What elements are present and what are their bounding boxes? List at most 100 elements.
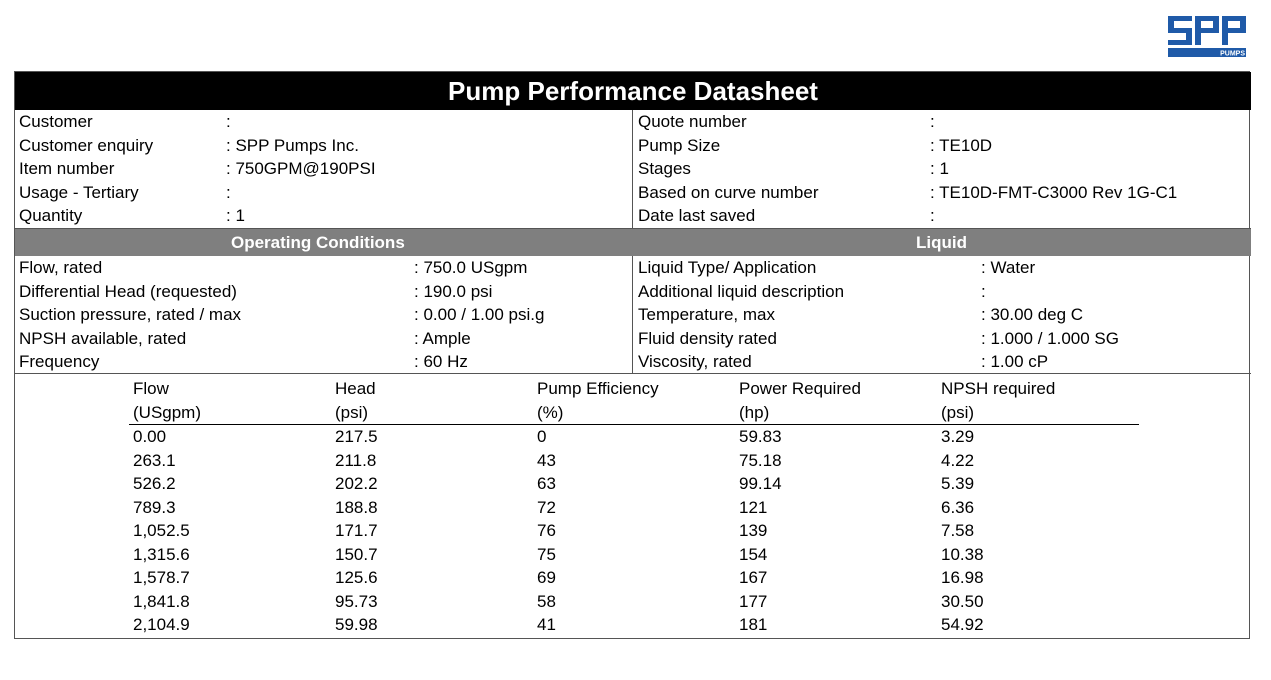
table-cell: 202.2 — [335, 474, 378, 494]
condition-value: : 750.0 USgpm — [414, 258, 528, 277]
info-row-customer: Customer : — [15, 110, 633, 133]
condition-value: : 60 Hz — [414, 352, 468, 371]
condition-label: Flow, rated — [19, 258, 103, 277]
liquid-value: : 1.00 cP — [981, 352, 1049, 371]
condition-row-suction-pressure: Suction pressure, rated / max : 0.00 / 1… — [15, 303, 633, 326]
table-row: 789.3 188.8 72 121 6.36 — [129, 496, 1139, 520]
info-label: Usage - Tertiary — [19, 182, 139, 202]
condition-label: Differential Head (requested) — [19, 281, 237, 301]
info-value: : — [930, 206, 935, 225]
column-unit: (psi) — [331, 400, 533, 425]
info-label: Pump Size — [638, 135, 721, 155]
info-value: : TE10D — [930, 135, 993, 155]
condition-value: : Ample — [414, 328, 471, 348]
info-label: Stages — [638, 159, 691, 178]
table-cell: 58 — [537, 591, 556, 611]
table-cell: 526.2 — [133, 474, 176, 494]
table-cell: 1,052.5 — [133, 521, 190, 541]
liquid-label: Viscosity, rated — [638, 352, 752, 371]
table-cell: 211.8 — [335, 450, 377, 470]
table-row: 2,104.9 59.98 41 181 54.92 — [129, 613, 1139, 637]
table-row: 526.2 202.2 63 99.14 5.39 — [129, 472, 1139, 496]
info-row-customer-enquiry: Customer enquiry : SPP Pumps Inc. — [15, 134, 633, 157]
liquid-value: : Water — [981, 258, 1036, 277]
condition-row-head: Differential Head (requested) : 190.0 ps… — [15, 280, 633, 303]
column-header-efficiency: Pump Efficiency — [537, 379, 659, 399]
table-row: 1,578.7 125.6 69 167 16.98 — [129, 566, 1139, 590]
table-cell: 63 — [537, 474, 556, 494]
info-value: : — [226, 182, 231, 202]
table-cell: 2,104.9 — [133, 615, 190, 635]
condition-value: : 190.0 psi — [414, 281, 493, 301]
table-cell: 54.92 — [941, 615, 984, 635]
table-cell: 1,578.7 — [133, 568, 190, 588]
table-cell: 188.8 — [335, 497, 378, 517]
column-unit: (%) — [533, 400, 735, 425]
table-cell: 154 — [739, 544, 768, 564]
datasheet: Pump Performance Datasheet Customer : Cu… — [14, 71, 1251, 639]
condition-row-npsh-available: NPSH available, rated : Ample — [15, 327, 633, 350]
info-value: : 1 — [226, 206, 245, 225]
table-cell: 43 — [537, 450, 556, 470]
table-cell: 6.36 — [941, 497, 975, 517]
info-row-quantity: Quantity : 1 — [15, 204, 633, 227]
info-value: : 1 — [930, 159, 949, 178]
info-row-item-number: Item number : 750GPM@190PSI — [15, 157, 633, 180]
section-header-operating-conditions: Operating Conditions — [231, 233, 405, 252]
performance-table: Flow Head Pump Efficiency Power Required… — [129, 377, 1139, 637]
info-label: Customer — [19, 112, 93, 131]
column-unit: (psi) — [937, 400, 1139, 425]
operating-conditions-panel: Flow, rated : 750.0 USgpm Differential H… — [15, 256, 633, 373]
column-unit: (hp) — [735, 400, 937, 425]
section-header-liquid: Liquid — [916, 233, 967, 252]
table-row: 0.00 217.5 0 59.83 3.29 — [129, 425, 1139, 449]
table-cell: 4.22 — [941, 450, 975, 470]
table-cell: 139 — [739, 521, 768, 541]
table-cell: 72 — [537, 497, 556, 517]
info-label: Item number — [19, 159, 115, 178]
table-cell: 150.7 — [335, 544, 378, 564]
section-header-bar: Operating Conditions Liquid — [15, 229, 1251, 256]
info-row-pump-size: Pump Size : TE10D — [634, 134, 1251, 157]
liquid-value: : 30.00 deg C — [981, 305, 1084, 324]
liquid-label: Fluid density rated — [638, 328, 777, 348]
table-row: 1,052.5 171.7 76 139 7.58 — [129, 519, 1139, 543]
table-cell: 217.5 — [335, 427, 378, 447]
table-cell: 0.00 — [133, 427, 167, 447]
info-row-curve-number: Based on curve number : TE10D-FMT-C3000 … — [634, 181, 1251, 204]
divider — [15, 228, 1251, 229]
table-cell: 99.14 — [739, 474, 782, 494]
column-header-power: Power Required — [739, 379, 861, 399]
liquid-value: : — [981, 281, 986, 301]
info-label: Quote number — [638, 112, 747, 131]
liquid-row-viscosity: Viscosity, rated : 1.00 cP — [634, 350, 1251, 373]
datasheet-title: Pump Performance Datasheet — [15, 72, 1251, 110]
table-cell: 121 — [739, 497, 768, 517]
liquid-row-temperature: Temperature, max : 30.00 deg C — [634, 303, 1251, 326]
info-label: Date last saved — [638, 206, 756, 225]
info-row-date-last-saved: Date last saved : — [634, 204, 1251, 227]
table-cell: 59.83 — [739, 427, 782, 447]
performance-table-body: 0.00 217.5 0 59.83 3.29 263.1 211.8 43 75.18 4.22… — [129, 425, 1139, 637]
info-row-usage: Usage - Tertiary : — [15, 181, 633, 204]
table-cell: 789.3 — [133, 497, 176, 517]
info-right-panel: Quote number : Pump Size : TE10D Stages … — [634, 110, 1251, 228]
condition-row-flow: Flow, rated : 750.0 USgpm — [15, 256, 633, 279]
table-cell: 263.1 — [133, 450, 176, 470]
liquid-value: : 1.000 / 1.000 SG — [981, 328, 1119, 348]
table-row: 263.1 211.8 43 75.18 4.22 — [129, 449, 1139, 473]
table-cell: 76 — [537, 521, 556, 541]
liquid-row-type: Liquid Type/ Application : Water — [634, 256, 1251, 279]
table-units-row: (USgpm) (psi) (%) (hp) (psi) — [129, 400, 1139, 425]
table-cell: 167 — [739, 568, 768, 588]
divider — [15, 373, 1251, 374]
spp-pumps-logo: PUMPS — [1168, 16, 1246, 58]
table-cell: 75.18 — [739, 450, 782, 470]
liquid-label: Additional liquid description — [638, 281, 845, 301]
table-cell: 16.98 — [941, 568, 984, 588]
table-cell: 171.7 — [335, 521, 378, 541]
logo-subtext: PUMPS — [1220, 51, 1245, 58]
table-cell: 1,315.6 — [133, 544, 190, 564]
info-row-quote-number: Quote number : — [634, 110, 1251, 133]
table-cell: 41 — [537, 615, 556, 635]
